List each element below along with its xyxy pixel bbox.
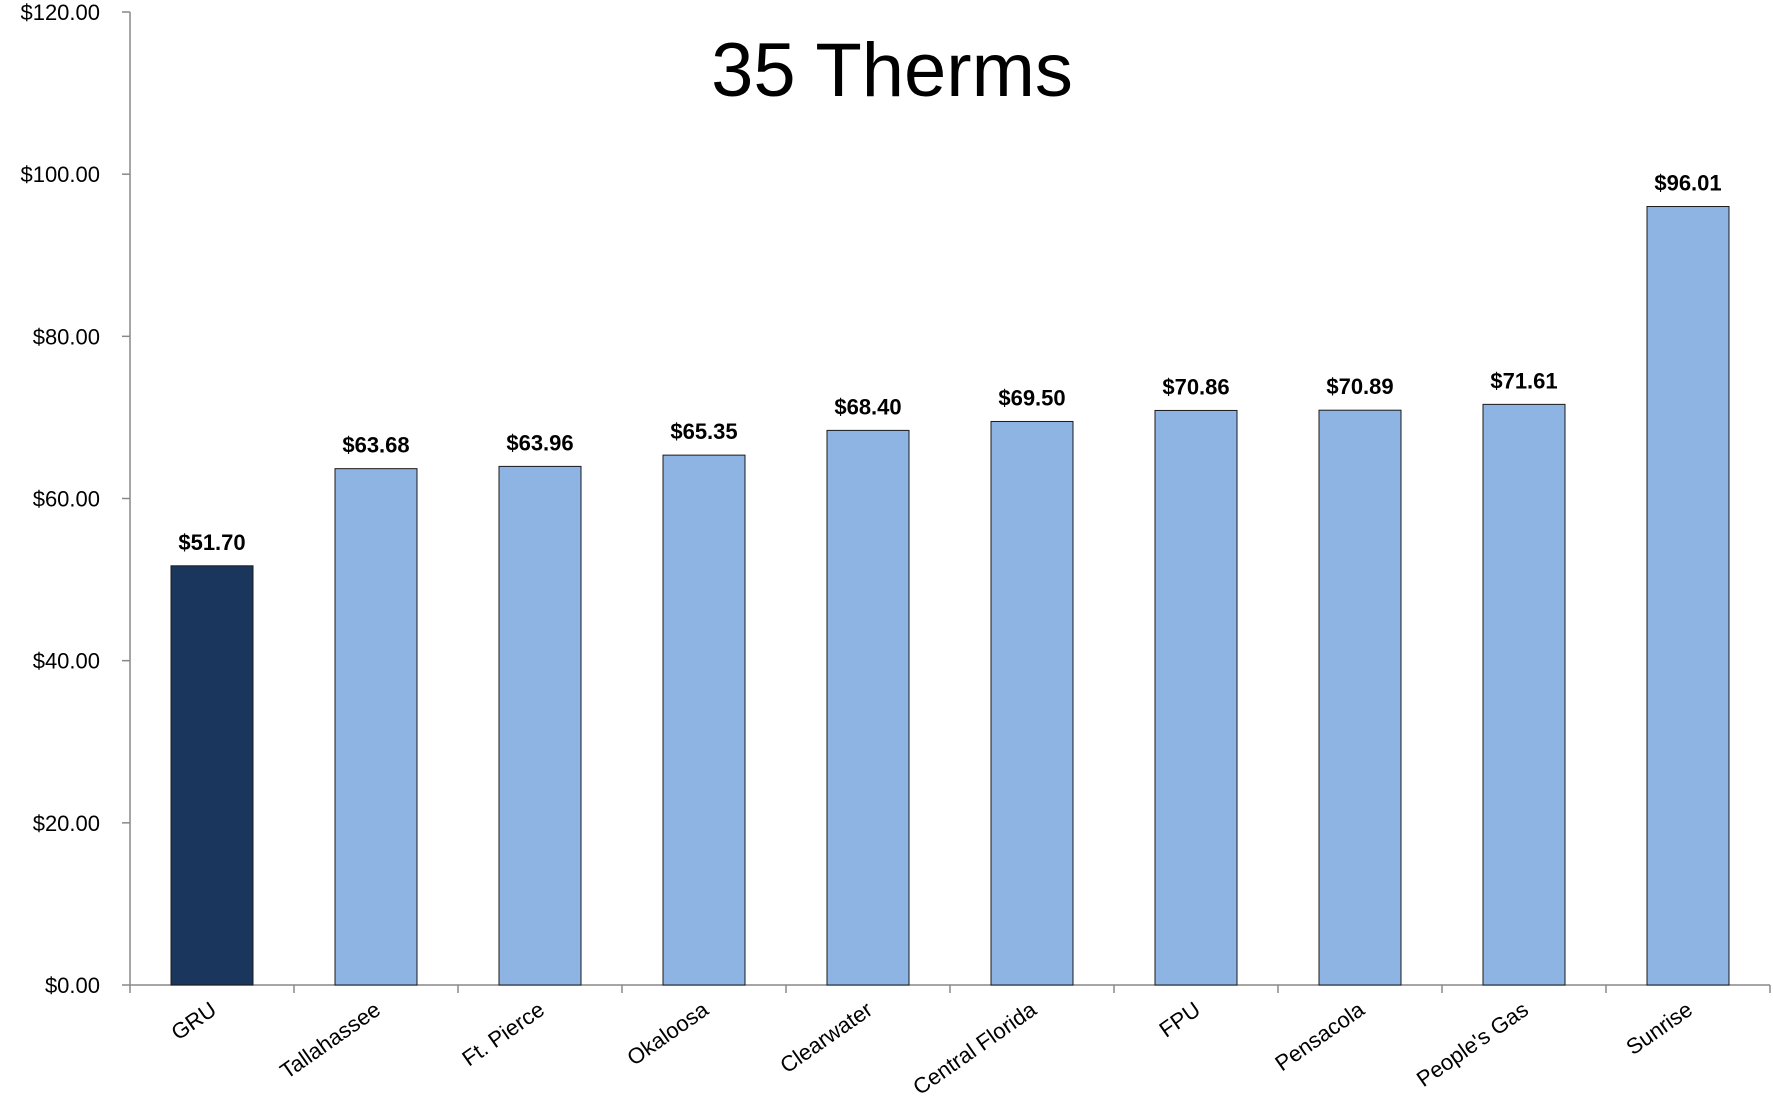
data-label: $70.86 [1162,374,1229,399]
bar [662,454,746,986]
x-tick-label: GRU [166,997,220,1046]
data-label: $65.35 [670,419,737,444]
y-tick-label: $0.00 [45,973,100,998]
bar [990,420,1074,986]
bar [498,465,582,986]
data-label: $51.70 [178,530,245,555]
y-tick-label: $60.00 [33,487,100,512]
data-label: $63.68 [342,433,409,458]
y-tick-label: $20.00 [33,811,100,836]
data-label: $71.61 [1490,368,1557,393]
y-axis: $0.00 $20.00 $40.00 $60.00 $80.00 $100.00 $120… [20,0,131,998]
bar [1154,409,1238,986]
x-tick-label: Okaloosa [622,996,713,1070]
bar [334,468,418,986]
x-tick-label: Ft. Pierce [457,997,548,1071]
y-tick-label: $40.00 [33,649,100,674]
x-tick-label: Pensacola [1270,996,1369,1076]
bar-group [170,206,1730,986]
x-axis: GRU Tallahassee Ft. Pierce Okaloosa Clearwat… [129,984,1771,1100]
bar [170,565,254,986]
bar [1646,206,1730,986]
x-tick-label: People's Gas [1412,997,1533,1092]
y-tick-label: $80.00 [33,324,100,349]
x-tick-label: Central Florida [908,996,1041,1100]
x-tick-label: FPU [1154,997,1204,1043]
y-tick-label: $100.00 [20,162,100,187]
y-tick-label: $120.00 [20,0,100,25]
data-label-group: $51.70 $63.68 $63.96 $65.35 $68.40 $69.50 $70.… [178,171,1721,555]
x-tick-label: Clearwater [775,997,876,1078]
data-label: $68.40 [834,394,901,419]
data-label: $69.50 [998,385,1065,410]
data-label: $63.96 [506,430,573,455]
bar [1318,409,1402,986]
x-tick-label: Sunrise [1621,997,1696,1060]
bar [826,429,910,986]
data-label: $70.89 [1326,374,1393,399]
data-label: $96.01 [1654,171,1721,196]
bar [1482,403,1566,986]
chart-title: 35 Therms [711,28,1073,113]
x-tick-label: Tallahassee [275,997,385,1084]
